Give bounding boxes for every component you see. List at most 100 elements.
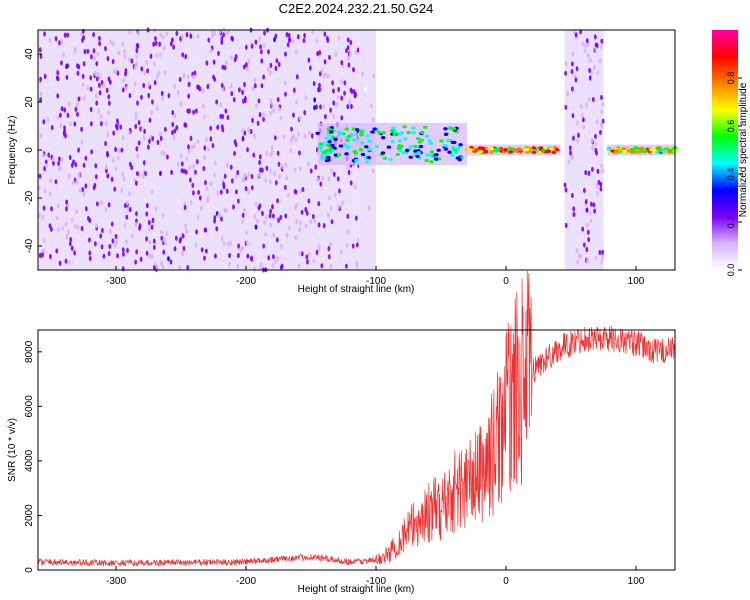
heatmap-cell bbox=[182, 72, 186, 79]
heatmap-cell bbox=[327, 148, 333, 152]
heatmap-cell bbox=[581, 41, 585, 47]
heatmap-cell bbox=[162, 45, 166, 51]
heatmap-cell bbox=[39, 91, 43, 97]
heatmap-cell bbox=[241, 127, 245, 134]
heatmap-cell bbox=[153, 80, 157, 86]
heatmap-cell bbox=[58, 40, 61, 46]
heatmap-cell bbox=[135, 249, 139, 255]
heatmap-cell bbox=[137, 30, 141, 36]
heatmap-cell bbox=[142, 160, 146, 166]
heatmap-cell bbox=[568, 145, 572, 151]
heatmap-cell bbox=[56, 203, 60, 209]
heatmap-cell bbox=[323, 114, 327, 120]
heatmap-cell bbox=[219, 102, 223, 108]
heatmap-cell bbox=[76, 63, 79, 69]
heatmap-cell bbox=[233, 150, 236, 156]
heatmap-cell bbox=[269, 208, 273, 214]
heatmap-cell bbox=[110, 176, 114, 182]
heatmap-cell bbox=[130, 58, 134, 64]
heatmap-cell bbox=[317, 222, 321, 228]
heatmap-cell bbox=[328, 54, 331, 61]
heatmap-cell bbox=[205, 60, 209, 66]
heatmap-cell bbox=[183, 223, 187, 229]
heatmap-cell bbox=[345, 47, 348, 54]
heatmap-cell bbox=[595, 183, 599, 189]
heatmap-cell bbox=[472, 147, 477, 151]
heatmap-cell bbox=[98, 41, 102, 47]
heatmap-cell bbox=[341, 200, 344, 206]
heatmap-cell bbox=[213, 30, 217, 37]
heatmap-cell bbox=[68, 259, 71, 266]
heatmap-cell bbox=[105, 87, 109, 93]
heatmap-cell bbox=[42, 119, 46, 125]
heatmap-cell bbox=[340, 60, 344, 66]
heatmap-cell bbox=[128, 191, 131, 197]
heatmap-cell bbox=[422, 125, 428, 129]
heatmap-cell bbox=[351, 138, 357, 142]
heatmap-cell bbox=[183, 122, 187, 128]
heatmap-cell bbox=[90, 54, 93, 60]
heatmap-cell bbox=[58, 260, 62, 266]
heatmap-cell bbox=[315, 131, 320, 135]
heatmap-cell bbox=[356, 47, 360, 53]
heatmap-cell bbox=[354, 49, 358, 56]
heatmap-cell bbox=[243, 207, 246, 213]
heatmap-cell bbox=[56, 114, 60, 120]
heatmap-cell bbox=[224, 60, 228, 66]
x-tick-label: -300 bbox=[106, 576, 126, 587]
heatmap-cell bbox=[108, 79, 112, 85]
heatmap-cell bbox=[304, 94, 308, 100]
heatmap-cell bbox=[402, 125, 407, 129]
heatmap-cell bbox=[600, 259, 604, 265]
heatmap-cell bbox=[269, 98, 273, 104]
heatmap-cell bbox=[549, 147, 554, 151]
heatmap-cell bbox=[600, 163, 603, 169]
heatmap-cell bbox=[77, 96, 81, 102]
heatmap-cell bbox=[220, 82, 224, 88]
heatmap-cell bbox=[262, 74, 266, 80]
heatmap-cell bbox=[403, 137, 408, 141]
heatmap-cell bbox=[279, 115, 283, 121]
heatmap-cell bbox=[489, 150, 494, 154]
heatmap-cell bbox=[70, 162, 74, 168]
heatmap-cell bbox=[282, 134, 286, 140]
heatmap-cell bbox=[303, 110, 307, 116]
heatmap-cell bbox=[344, 263, 348, 269]
heatmap-cell bbox=[150, 110, 154, 116]
heatmap-cell bbox=[298, 150, 301, 156]
heatmap-cell bbox=[135, 53, 139, 59]
heatmap-cell bbox=[234, 189, 238, 195]
heatmap-cell bbox=[145, 250, 149, 256]
heatmap-cell bbox=[133, 81, 137, 87]
heatmap-cell bbox=[291, 38, 295, 44]
heatmap-cell bbox=[579, 29, 583, 35]
heatmap-cell bbox=[82, 61, 86, 67]
heatmap-cell bbox=[271, 213, 275, 219]
heatmap-cell bbox=[253, 133, 257, 139]
heatmap-cell bbox=[483, 149, 489, 154]
heatmap-cell bbox=[99, 233, 103, 239]
heatmap-cell bbox=[74, 161, 78, 168]
heatmap-cell bbox=[104, 120, 108, 127]
x-tick-label: -100 bbox=[366, 576, 386, 587]
heatmap-cell bbox=[148, 117, 152, 123]
heatmap-cell bbox=[346, 229, 350, 235]
heatmap-cell bbox=[194, 169, 197, 175]
heatmap-cell bbox=[201, 88, 205, 94]
heatmap-cell bbox=[60, 60, 63, 66]
heatmap-cell bbox=[256, 218, 259, 224]
heatmap-cell bbox=[300, 251, 304, 257]
snr-series-line bbox=[37, 270, 676, 568]
heatmap-cell bbox=[107, 100, 111, 106]
heatmap-cell bbox=[171, 121, 175, 128]
heatmap-cell bbox=[260, 58, 264, 64]
heatmap-cell bbox=[254, 39, 258, 45]
heatmap-cell bbox=[380, 151, 386, 155]
heatmap-cell bbox=[110, 221, 114, 227]
heatmap-cell bbox=[212, 172, 216, 178]
heatmap-cell bbox=[64, 63, 68, 70]
heatmap-cell bbox=[416, 151, 421, 155]
heatmap-cell bbox=[285, 32, 289, 38]
heatmap-cell bbox=[346, 164, 350, 170]
